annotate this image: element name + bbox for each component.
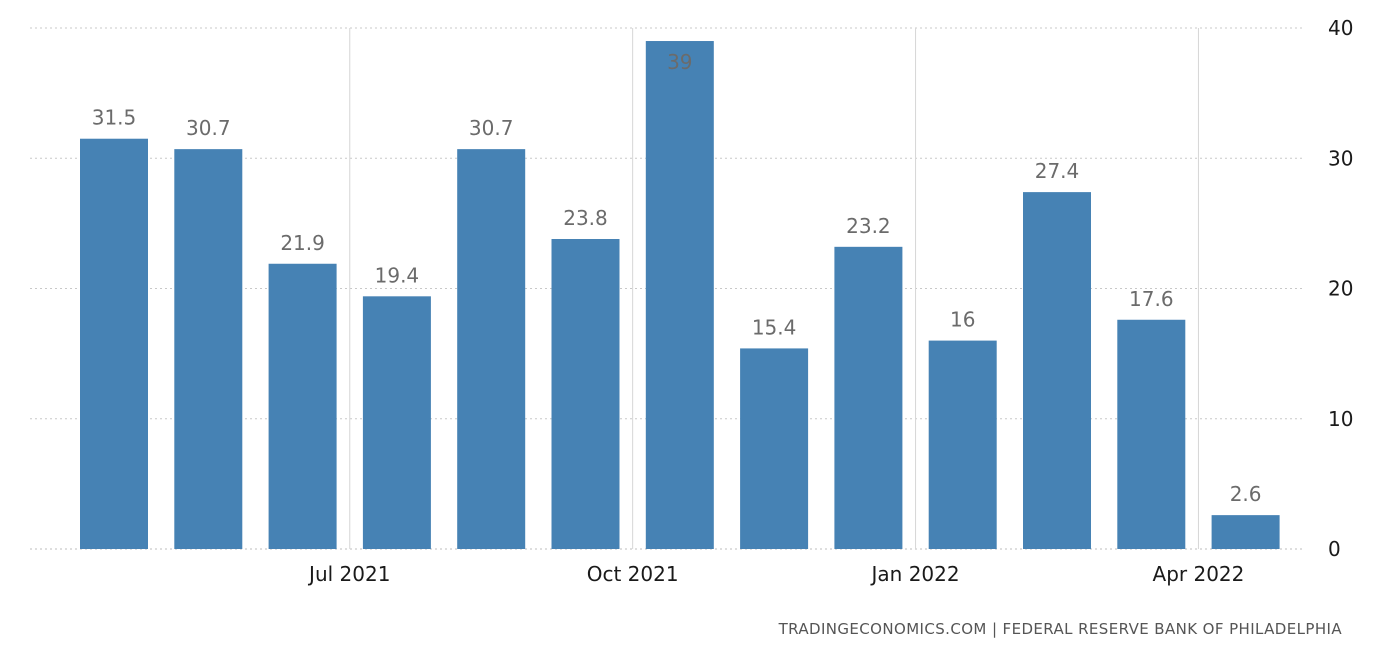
data-label: 17.6 [1129,287,1174,311]
bar [740,348,809,549]
x-tick-label: Jan 2022 [870,562,960,586]
bar [80,138,148,549]
bar [834,246,903,549]
data-label: 23.8 [563,206,608,230]
y-tick-label: 0 [1328,537,1341,561]
bar [362,296,431,549]
grid [30,27,1305,550]
data-label: 23.2 [846,214,891,238]
data-label: 31.5 [92,106,137,130]
bar [268,263,337,549]
bar [1023,192,1091,550]
data-label: 19.4 [375,263,420,287]
bar [928,340,997,549]
bar [174,149,243,549]
y-tick-label: 20 [1328,277,1353,301]
bar [457,149,526,549]
data-label: 2.6 [1230,482,1262,506]
bar [645,41,714,550]
source-credit: TRADINGECONOMICS.COM | FEDERAL RESERVE B… [778,620,1342,638]
y-tick-label: 10 [1328,407,1353,431]
bar [1211,515,1280,549]
bars [80,41,1280,550]
data-label: 30.7 [186,116,231,140]
data-label: 16 [950,308,975,332]
data-label: 30.7 [469,116,514,140]
data-label: 27.4 [1035,159,1080,183]
y-tick-label: 30 [1328,146,1353,170]
data-labels: 31.5 30.7 21.9 19.4 30.7 23.8 39 15.4 23.2 16 27.4… [92,50,1262,506]
x-tick-label: Jul 2021 [307,562,390,586]
x-tick-label: Apr 2022 [1153,562,1245,586]
bar [551,239,620,549]
data-label: 21.9 [280,231,325,255]
x-tick-label: Oct 2021 [587,562,679,586]
bar [1117,319,1186,549]
data-label: 15.4 [752,315,797,339]
data-label: 39 [667,50,692,74]
x-axis: Jul 2021 Oct 2021 Jan 2022 Apr 2022 [307,562,1244,586]
y-axis: 0 10 20 30 40 [1328,16,1353,561]
y-tick-label: 40 [1328,16,1353,40]
